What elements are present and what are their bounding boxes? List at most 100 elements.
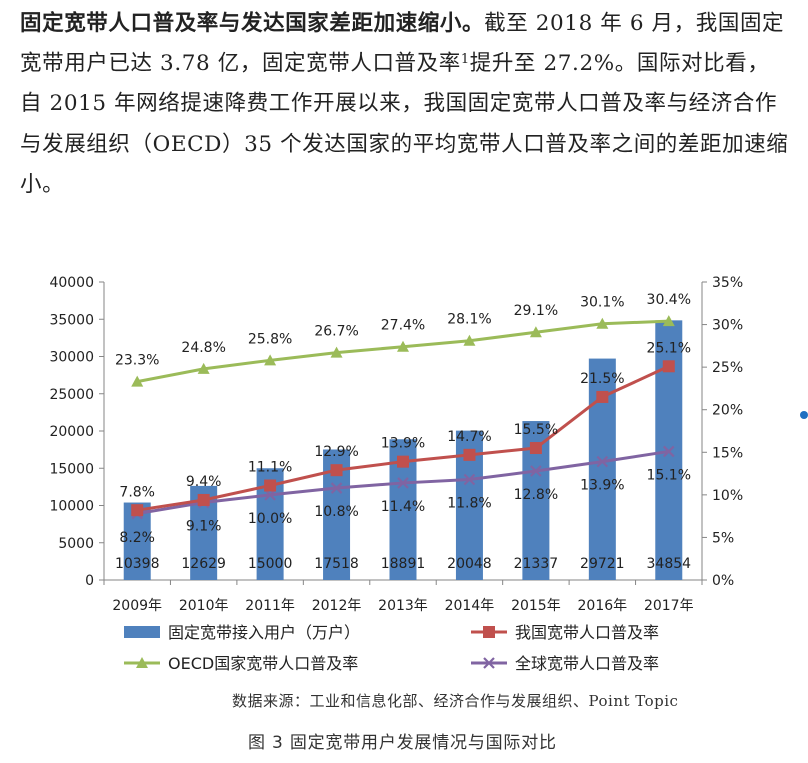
oecd-data-label: 29.1%: [514, 303, 558, 319]
paragraph-text-a: 截至 2018 年 6 月，我国固定宽带用户已达 3.78 亿，固定宽带人口普及…: [20, 11, 785, 77]
y-right-tick-label: 0%: [712, 573, 734, 589]
y-left-tick-label: 15000: [49, 461, 94, 477]
source-note: 数据来源：工业和信息化部、经济合作与发展组织、Point Topic: [232, 692, 679, 710]
legend-label: OECD国家宽带人口普及率: [168, 654, 358, 673]
china-marker: [596, 390, 609, 403]
footnote-marker[interactable]: 1: [460, 52, 470, 68]
intro-paragraph: 固定宽带人口普及率与发达国家差距加速缩小。截至 2018 年 6 月，我国固定宽…: [20, 4, 790, 205]
x-tick-label: 2010年: [179, 598, 229, 614]
y-left-tick-label: 10000: [49, 499, 94, 515]
china-data-label: 11.1%: [248, 459, 292, 475]
oecd-marker: [330, 346, 343, 358]
oecd-marker: [197, 362, 210, 374]
legend-marker-square: [483, 626, 495, 638]
margin-dot-icon: [800, 411, 808, 419]
oecd-data-label: 30.4%: [647, 292, 691, 308]
y-right-tick-label: 15%: [712, 445, 743, 461]
china-data-label: 8.2%: [119, 530, 155, 546]
y-right-tick-label: 35%: [712, 275, 743, 291]
china-marker: [397, 455, 409, 468]
china-data-label: 25.1%: [647, 340, 691, 356]
bar-data-label: 15000: [248, 556, 293, 572]
global-marker: [663, 445, 675, 458]
figure-caption: 图 3 固定宽带用户发展情况与国际对比: [248, 733, 557, 753]
bar-data-label: 29721: [580, 556, 625, 572]
oecd-marker: [131, 375, 144, 387]
bar-data-label: 20048: [447, 556, 492, 572]
oecd-marker: [463, 334, 476, 346]
oecd-marker: [264, 354, 277, 366]
x-tick-label: 2013年: [378, 598, 428, 614]
legend-label: 我国宽带人口普及率: [515, 623, 659, 642]
global-marker: [463, 473, 476, 486]
oecd-data-label: 25.8%: [248, 331, 292, 347]
paragraph-lead: 固定宽带人口普及率与发达国家差距加速缩小。: [20, 11, 485, 36]
china-marker: [330, 464, 343, 477]
global-data-label: 11.4%: [381, 499, 425, 515]
global-data-label: 15.1%: [647, 467, 691, 483]
y-left-tick-label: 5000: [58, 536, 94, 552]
y-left-tick-label: 20000: [49, 424, 94, 440]
y-right-tick-label: 20%: [712, 403, 743, 419]
y-left-tick-label: 30000: [49, 350, 94, 366]
china-data-label: 14.7%: [447, 429, 491, 445]
x-tick-label: 2012年: [312, 598, 362, 614]
y-right-tick-label: 10%: [712, 488, 743, 504]
global-data-label: 10.0%: [248, 511, 292, 527]
oecd-data-label: 27.4%: [381, 318, 425, 334]
oecd-marker: [662, 315, 675, 327]
bar-data-label: 34854: [647, 556, 692, 572]
oecd-data-label: 28.1%: [447, 312, 491, 328]
broadband-chart: 0 5000 10000 15000 20000 25000 30000 35000 40000…: [20, 262, 790, 680]
chart-canvas: 0 5000 10000 15000 20000 25000 30000 35000 40000…: [49, 275, 743, 673]
legend-marker-triangle: [136, 657, 148, 668]
x-tick-label: 2014年: [445, 598, 495, 614]
y-left-tick-label: 25000: [49, 387, 94, 403]
global-marker: [596, 455, 609, 468]
global-marker: [397, 477, 409, 489]
oecd-data-label: 23.3%: [115, 353, 159, 369]
oecd-marker: [529, 326, 542, 338]
china-marker: [529, 442, 542, 455]
oecd-marker: [596, 317, 609, 329]
global-data-label: 7.8%: [119, 485, 155, 501]
legend-label: 全球宽带人口普及率: [515, 654, 659, 673]
legend-swatch-bars: [124, 626, 160, 638]
global-marker: [330, 482, 343, 494]
global-data-label: 11.8%: [447, 496, 491, 512]
bar-data-label: 12629: [181, 556, 226, 572]
china-data-label: 13.9%: [381, 436, 425, 452]
x-tick-label: 2017年: [644, 598, 694, 614]
oecd-marker: [397, 340, 409, 352]
china-marker: [131, 504, 144, 517]
paragraph-text-b: 提升至 27.2%。国际对比看，自 2015 年网络提速降费工作开展以来，我国固…: [20, 51, 789, 197]
china-data-label: 21.5%: [580, 371, 624, 387]
global-marker: [530, 465, 542, 477]
china-marker: [463, 448, 476, 461]
global-data-label: 10.8%: [314, 504, 358, 520]
china-marker: [197, 493, 210, 506]
legend-marker-x: [483, 657, 495, 669]
y-left-tick-label: 40000: [49, 275, 94, 291]
china-data-label: 15.5%: [514, 422, 558, 438]
y-left-tick-label: 35000: [49, 312, 94, 328]
china-marker: [662, 360, 675, 373]
bar-data-label: 17518: [314, 556, 359, 572]
oecd-data-label: 26.7%: [314, 324, 358, 340]
x-tick-label: 2011年: [245, 598, 295, 614]
china-data-label: 12.9%: [314, 444, 358, 460]
bar-data-label: 10398: [115, 556, 160, 572]
y-right-tick-label: 5%: [712, 530, 734, 546]
oecd-data-label: 24.8%: [181, 340, 225, 356]
global-data-label: 9.1%: [186, 519, 222, 535]
x-tick-label: 2016年: [578, 598, 628, 614]
china-marker: [264, 479, 277, 492]
bar-data-label: 21337: [514, 556, 559, 572]
china-data-label: 9.4%: [186, 474, 222, 490]
global-data-label: 12.8%: [514, 487, 558, 503]
legend-label: 固定宽带接入用户（万户）: [168, 623, 360, 642]
x-tick-label: 2009年: [112, 598, 162, 614]
y-left-tick-label: 0: [85, 573, 94, 589]
global-data-label: 13.9%: [580, 478, 624, 494]
global-marker: [264, 489, 276, 501]
